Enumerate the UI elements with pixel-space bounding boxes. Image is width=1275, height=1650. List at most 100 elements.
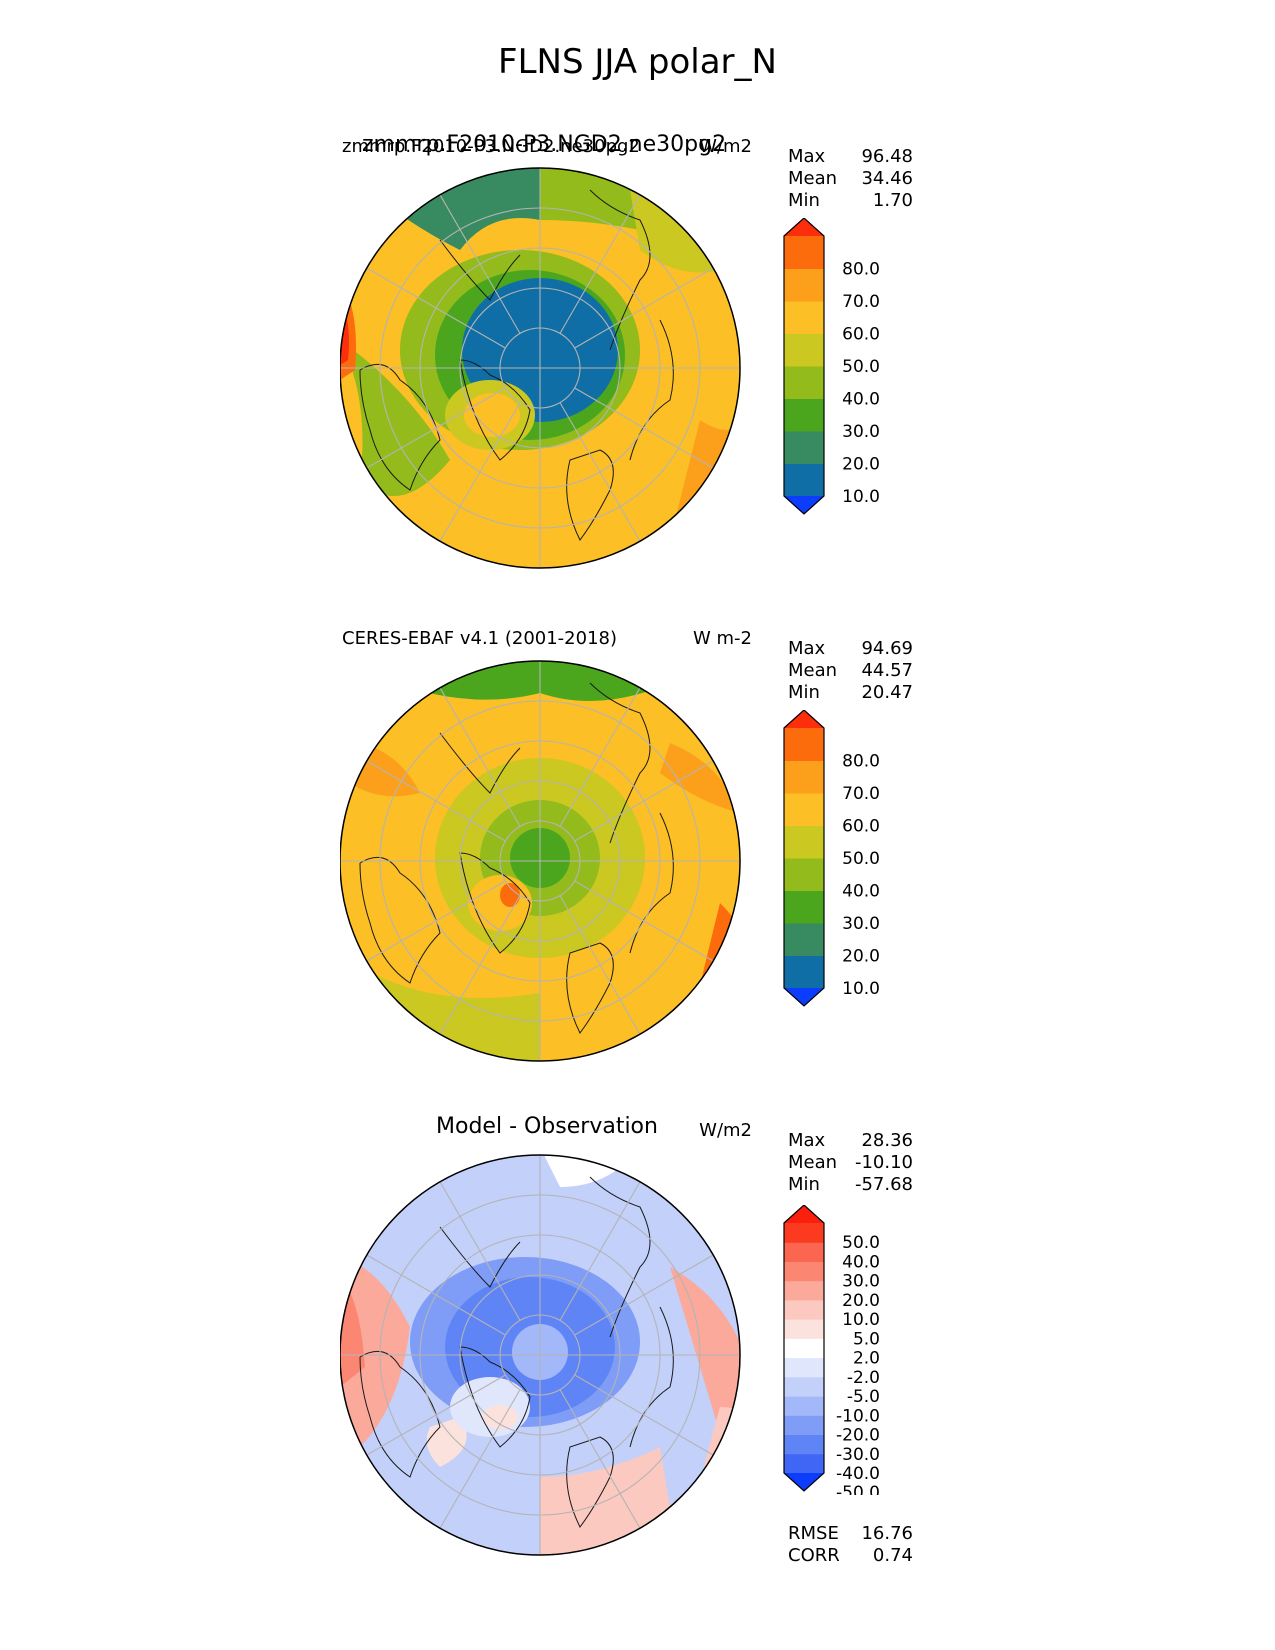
panel1-colorbar-segment xyxy=(784,366,824,399)
panel3-title: Model - Observation xyxy=(436,1114,658,1139)
panel3-colorbar-tick-label: -50.0 xyxy=(836,1483,880,1495)
panel2-mean-label: Mean xyxy=(788,660,838,681)
panel1-colorbar: 80.070.060.050.040.030.020.010.00.0 xyxy=(783,218,880,515)
panel3-colorbar-segment xyxy=(784,1223,824,1243)
panel3-colorbar-segment xyxy=(784,1319,824,1339)
panel1-colorbar-segment xyxy=(784,398,824,432)
panel3-graticule xyxy=(340,1155,740,1555)
panel1-colorbar-extend-bottom xyxy=(784,496,824,514)
panel1-max-value: 96.48 xyxy=(861,146,913,167)
panel2-colorbar-tick-label: 70.0 xyxy=(842,784,880,804)
panel2-colorbar-tick-label: 40.0 xyxy=(842,882,880,902)
panel1-colorbar-tick-label: 20.0 xyxy=(842,455,880,475)
panel1-colorbar-tick-label: 80.0 xyxy=(842,260,880,280)
panel1-title-overlap: zmmrp.F2010-P3.NGD2.ne30pg2 xyxy=(362,132,727,157)
panel3-colorbar-tick-label: 40.0 xyxy=(842,1252,880,1272)
panel3-colorbar: 50.040.030.020.010.05.02.0-2.0-5.0-10.0-… xyxy=(783,1205,880,1495)
panel2-colorbar-extend-top xyxy=(784,710,824,728)
panel1-min-value: 1.70 xyxy=(872,190,913,211)
panel3-colorbar-segment xyxy=(784,1453,824,1474)
corr-value: 0.74 xyxy=(872,1545,913,1566)
panel2-colorbar-tick-label: 60.0 xyxy=(842,817,880,837)
panel3-max-label: Max xyxy=(788,1130,826,1151)
panel2-colorbar-segment xyxy=(784,728,824,761)
panel2-units: W m-2 xyxy=(692,628,752,649)
panel1-colorbar-segment xyxy=(784,463,824,497)
panel1-graticule xyxy=(340,168,740,568)
panel2-colorbar-tick-label: 20.0 xyxy=(842,947,880,967)
panel2-max-value: 94.69 xyxy=(861,638,913,659)
panel1-polar-map xyxy=(340,167,741,569)
panel2-colorbar-segment xyxy=(784,825,824,859)
panel2-colorbar-segment xyxy=(784,955,824,989)
panel2-coastlines xyxy=(359,682,674,1034)
panel2-mean-value: 44.57 xyxy=(861,660,913,681)
panel2-colorbar-segment xyxy=(784,793,824,826)
panel2-colorbar-tick-label: 30.0 xyxy=(842,914,880,934)
panel1-colorbar-tick-label: 40.0 xyxy=(842,390,880,410)
panel1-colorbar-segment xyxy=(784,268,824,302)
panel3-colorbar-segment xyxy=(784,1299,824,1320)
panel3-map-boundary xyxy=(340,1154,741,1556)
panel1-colorbar-segment xyxy=(784,431,824,464)
panel3-max-value: 28.36 xyxy=(861,1130,913,1151)
panel3-mean-value: -10.10 xyxy=(854,1152,913,1173)
panel2-colorbar-segment xyxy=(784,760,824,794)
panel1-colorbar-tick-label: 50.0 xyxy=(842,357,880,377)
panel3-colorbar-segment xyxy=(784,1242,824,1262)
panel3-min-value: -57.68 xyxy=(854,1174,913,1195)
panel3-colorbar-tick-label: -30.0 xyxy=(836,1445,880,1465)
panel3-colorbar-tick-label: -5.0 xyxy=(847,1387,880,1407)
panel2-colorbar-segment xyxy=(784,858,824,891)
panel3-colorbar-segment xyxy=(784,1396,824,1416)
panel1-min-label: Min xyxy=(788,190,820,211)
panel2-colorbar-tick-label: 10.0 xyxy=(842,979,880,999)
panel1-colorbar-tick-label: 30.0 xyxy=(842,422,880,442)
panel3-colorbar-segment xyxy=(784,1280,824,1301)
panel3-colorbar-tick-label: 5.0 xyxy=(853,1329,880,1349)
panel3-colorbar-segment xyxy=(784,1261,824,1282)
panel2-colorbar-tick-label: 80.0 xyxy=(842,752,880,772)
panel3-polar-map xyxy=(340,1154,741,1556)
panel1-map-boundary xyxy=(340,167,741,569)
panel1-max-label: Max xyxy=(788,146,826,167)
panel3-colorbar-tick-label: 50.0 xyxy=(842,1233,880,1253)
corr-label: CORR xyxy=(788,1545,840,1566)
panel1-mean-value: 34.46 xyxy=(861,168,913,189)
panel2-map-boundary xyxy=(340,660,741,1062)
panel2-min-label: Min xyxy=(788,682,820,703)
panel3-colorbar-tick-label: -40.0 xyxy=(836,1464,880,1484)
panel3-colorbar-tick-label: 20.0 xyxy=(842,1291,880,1311)
panel3-colorbar-segment xyxy=(784,1415,824,1436)
panel1-colorbar-tick-label: 10.0 xyxy=(842,487,880,507)
panel1-colorbar-tick-label: 60.0 xyxy=(842,325,880,345)
panel3-colorbar-segment xyxy=(784,1376,824,1397)
panel2-polar-map xyxy=(340,660,741,1062)
panel3-colorbar-extend-top xyxy=(784,1205,824,1223)
panel2-colorbar: 80.070.060.050.040.030.020.010.00.0 xyxy=(783,710,880,1007)
panel3-colorbar-segment xyxy=(784,1338,824,1359)
panel3-colorbar-tick-label: -2.0 xyxy=(847,1368,880,1388)
panel2-colorbar-segment xyxy=(784,890,824,924)
panel3-min-label: Min xyxy=(788,1174,820,1195)
panel1-title-left: zmmrp.F2010-P3.NGD2.ne30pg2 xyxy=(342,136,640,157)
panel3-colorbar-extend-bottom xyxy=(784,1473,824,1491)
panel1-colorbar-tick-label: 70.0 xyxy=(842,292,880,312)
rmse-value: 16.76 xyxy=(861,1523,913,1544)
panel3-colorbar-tick-label: -10.0 xyxy=(836,1406,880,1426)
rmse-label: RMSE xyxy=(788,1523,839,1544)
panel2-title-left: CERES-EBAF v4.1 (2001-2018) xyxy=(342,628,618,649)
panel3-units: W/m2 xyxy=(699,1120,752,1141)
figure-title: FLNS JJA polar_N xyxy=(498,42,777,82)
panel2-min-value: 20.47 xyxy=(861,682,913,703)
panel3-mean-label: Mean xyxy=(788,1152,838,1173)
panel2-colorbar-extend-bottom xyxy=(784,988,824,1006)
panel3-colorbar-segment xyxy=(784,1357,824,1378)
panel2-colorbar-tick-label: 50.0 xyxy=(842,849,880,869)
panel1-units: W/m2 xyxy=(699,136,752,157)
panel1-colorbar-extend-top xyxy=(784,218,824,236)
panel1-colorbar-segment xyxy=(784,236,824,269)
panel3-colorbar-segment xyxy=(784,1434,824,1455)
panel2-colorbar-segment xyxy=(784,923,824,956)
panel1-colorbar-segment xyxy=(784,333,824,367)
